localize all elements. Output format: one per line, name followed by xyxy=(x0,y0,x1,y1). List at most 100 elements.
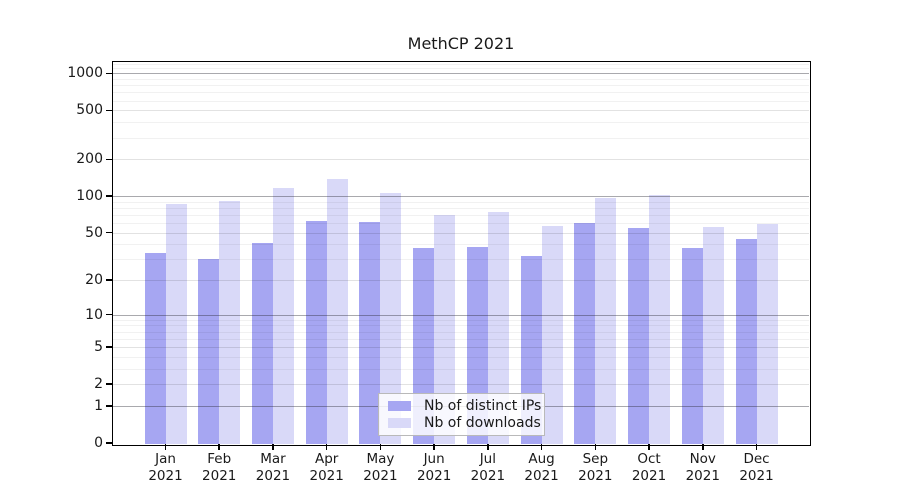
x-tick-label: Dec 2021 xyxy=(717,451,797,485)
y-tick-label: 200 xyxy=(76,151,103,168)
bar-downloads-aug xyxy=(541,225,563,444)
bar-downloads-may xyxy=(380,192,402,444)
x-tick-year: 2021 xyxy=(578,468,613,484)
y-tick-label: 1000 xyxy=(67,65,103,82)
x-tick-label: Sep 2021 xyxy=(555,451,635,485)
y-axis-tick xyxy=(106,405,113,407)
bar-downloads-jun xyxy=(434,214,456,444)
x-tick-month: Apr xyxy=(314,451,339,467)
gridline-minor xyxy=(113,331,809,333)
y-axis-tick xyxy=(106,231,113,234)
x-axis-tick xyxy=(540,444,543,450)
y-tick-label: 2 xyxy=(94,376,103,393)
bar-downloads-dec xyxy=(756,223,778,444)
bar-downloads-jan xyxy=(165,204,187,444)
gridline-minor xyxy=(113,223,809,225)
gridline-minor xyxy=(113,100,809,102)
x-tick-month: Jun xyxy=(423,451,445,467)
gridline xyxy=(113,347,809,349)
gridline-minor xyxy=(113,319,809,321)
x-tick-month: Feb xyxy=(207,451,232,467)
x-axis-tick xyxy=(379,444,382,450)
y-tick-label: 500 xyxy=(76,102,103,119)
x-tick-month: Sep xyxy=(582,451,609,467)
x-tick-year: 2021 xyxy=(202,468,237,484)
x-tick-month: Nov xyxy=(689,451,716,467)
bar-downloads-oct xyxy=(649,195,671,444)
y-tick-label: 5 xyxy=(94,339,103,356)
bar-downloads-apr xyxy=(326,178,348,444)
y-axis-tick xyxy=(106,109,113,112)
gridline-minor xyxy=(113,325,809,327)
x-tick-label: Mar 2021 xyxy=(233,451,313,485)
bar-ips-sep xyxy=(574,223,596,444)
gridline-minor xyxy=(113,356,809,358)
y-axis-tick xyxy=(106,383,113,385)
x-tick-year: 2021 xyxy=(255,468,291,484)
gridline-minor xyxy=(113,214,809,216)
chart-title: MethCP 2021 xyxy=(407,34,515,53)
bar-downloads-nov xyxy=(702,226,724,444)
gridline-minor xyxy=(113,68,809,70)
x-axis-tick xyxy=(272,444,274,450)
gridline xyxy=(113,159,809,161)
x-axis-tick xyxy=(325,444,328,450)
y-tick-label: 0 xyxy=(94,435,103,451)
x-tick-label: Jun 2021 xyxy=(394,451,474,485)
x-axis-tick xyxy=(164,444,167,450)
y-axis-tick xyxy=(106,346,113,348)
x-tick-year: 2021 xyxy=(631,468,667,484)
x-axis-tick xyxy=(755,444,758,450)
gridline-minor xyxy=(113,79,809,80)
gridline-minor xyxy=(113,207,809,209)
x-tick-label: Feb 2021 xyxy=(179,451,259,485)
x-tick-label: Aug 2021 xyxy=(502,451,582,485)
bar-downloads-sep xyxy=(595,197,617,444)
legend-swatch-downloads xyxy=(388,418,411,429)
y-axis-tick xyxy=(106,195,113,197)
legend-item-distinct-ips: Nb of distinct IPs xyxy=(388,398,541,414)
bar-ips-feb xyxy=(198,259,220,444)
gridline-minor xyxy=(113,201,809,203)
x-tick-year: 2021 xyxy=(470,468,506,484)
gridline-minor xyxy=(113,92,809,94)
bar-ips-mar xyxy=(251,243,273,444)
x-axis-tick xyxy=(433,444,435,450)
x-tick-year: 2021 xyxy=(309,468,344,484)
legend-label-downloads: Nb of downloads xyxy=(424,415,541,432)
y-axis-tick xyxy=(106,279,113,281)
y-tick-label: 50 xyxy=(85,224,103,241)
x-tick-year: 2021 xyxy=(148,468,183,484)
bar-downloads-jul xyxy=(487,212,509,444)
plot-area: Nb of distinct IPs Nb of downloads xyxy=(112,61,811,446)
bar-ips-may xyxy=(359,222,381,444)
x-tick-label: Nov 2021 xyxy=(663,451,743,485)
y-axis-tick xyxy=(106,313,113,316)
legend-item-downloads: Nb of downloads xyxy=(388,415,541,431)
gridline xyxy=(113,232,809,234)
x-tick-label: Oct 2021 xyxy=(609,451,689,485)
x-tick-month: Dec xyxy=(743,451,770,467)
x-tick-label: Jan 2021 xyxy=(126,451,206,485)
x-tick-year: 2021 xyxy=(685,468,720,484)
x-tick-month: Jul xyxy=(479,451,496,467)
x-tick-month: Aug xyxy=(528,451,555,467)
y-axis-tick xyxy=(106,442,113,444)
gridline-minor xyxy=(113,85,809,87)
y-axis-tick xyxy=(106,72,113,75)
gridline-minor xyxy=(113,338,809,340)
bar-downloads-mar xyxy=(272,187,294,444)
gridline-minor xyxy=(113,368,809,370)
x-tick-month: Jan xyxy=(155,451,176,467)
y-tick-label: 100 xyxy=(76,188,103,205)
x-axis-tick xyxy=(218,444,220,450)
y-axis-tick xyxy=(106,158,113,161)
x-tick-month: Mar xyxy=(260,451,286,467)
bar-downloads-feb xyxy=(219,200,241,444)
gridline-major xyxy=(113,73,809,75)
gridline-major xyxy=(113,314,809,316)
x-tick-month: May xyxy=(366,451,395,467)
legend-swatch-distinct-ips xyxy=(388,400,411,411)
gridline-minor xyxy=(113,259,809,261)
gridline xyxy=(113,110,809,112)
